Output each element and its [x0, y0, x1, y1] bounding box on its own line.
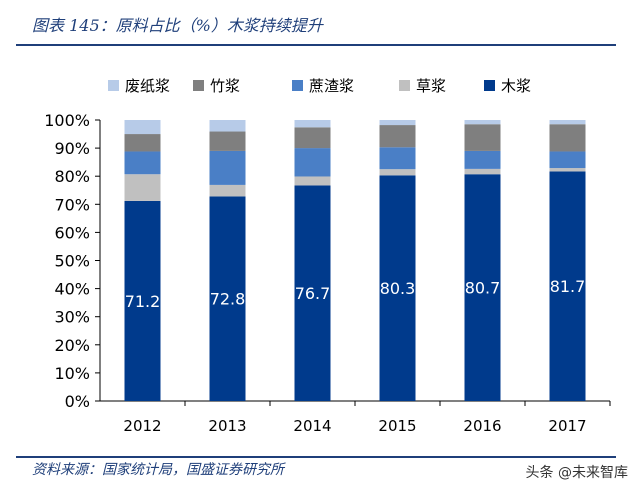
- bar-segment-蔗渣浆: [464, 150, 501, 169]
- y-tick-label: 60%: [54, 223, 90, 242]
- bar-segment-废纸浆: [124, 120, 161, 135]
- bar-segment-蔗渣浆: [549, 151, 586, 169]
- watermark: 头条 @未来智库: [525, 465, 628, 481]
- bar-segment-草浆: [549, 168, 586, 172]
- bar-segment-木浆: [464, 174, 501, 401]
- bar-segment-木浆: [209, 196, 246, 401]
- legend-label: 蔗渣浆: [309, 77, 354, 95]
- y-tick-label: 90%: [54, 139, 90, 158]
- legend-label: 草浆: [416, 77, 446, 95]
- legend-swatch: [292, 80, 303, 91]
- legend-swatch: [399, 80, 410, 91]
- bar-segment-蔗渣浆: [124, 151, 161, 175]
- bar-segment-竹浆: [209, 131, 246, 151]
- legend-label: 废纸浆: [125, 77, 170, 95]
- bar-segment-竹浆: [124, 134, 161, 152]
- bar-segment-废纸浆: [379, 120, 416, 126]
- bar-segment-蔗渣浆: [294, 148, 331, 177]
- bar-segment-竹浆: [549, 124, 586, 152]
- x-tick-label: 2016: [463, 417, 501, 435]
- y-tick-label: 70%: [54, 195, 90, 214]
- bar-segment-木浆: [124, 200, 161, 401]
- data-label: 80.7: [465, 279, 501, 298]
- bar-segment-草浆: [464, 168, 501, 175]
- source-note: 资料来源：国家统计局，国盛证券研究所: [32, 462, 284, 478]
- bar-segment-木浆: [549, 171, 586, 401]
- bar-segment-蔗渣浆: [379, 147, 416, 170]
- bar-segment-竹浆: [379, 125, 416, 148]
- bar-segment-草浆: [379, 169, 416, 176]
- data-label: 76.7: [295, 284, 331, 303]
- bar-segment-木浆: [294, 185, 331, 401]
- legend-swatch: [193, 80, 204, 91]
- legend-swatch: [108, 80, 119, 91]
- bar-segment-草浆: [209, 184, 246, 197]
- x-tick-label: 2017: [548, 417, 586, 435]
- x-tick-label: 2013: [208, 417, 246, 435]
- data-label: 81.7: [550, 277, 586, 296]
- y-tick-label: 30%: [54, 308, 90, 327]
- bar-segment-废纸浆: [464, 120, 501, 125]
- legend-label: 木浆: [501, 77, 531, 95]
- chart-title: 图表 145：原料占比（%）木浆持续提升: [32, 16, 323, 35]
- bar-segment-竹浆: [464, 124, 501, 151]
- bar-segment-竹浆: [294, 127, 331, 149]
- y-tick-label: 40%: [54, 280, 90, 299]
- data-label: 80.3: [380, 279, 416, 298]
- y-tick-label: 50%: [54, 252, 90, 271]
- bar-segment-草浆: [294, 176, 331, 186]
- legend-swatch: [484, 80, 495, 91]
- bar-segment-草浆: [124, 174, 161, 201]
- bar-segment-蔗渣浆: [209, 150, 246, 185]
- y-tick-label: 20%: [54, 336, 90, 355]
- x-tick-label: 2014: [293, 417, 331, 435]
- bar-segment-废纸浆: [549, 120, 586, 125]
- x-tick-label: 2012: [123, 417, 161, 435]
- title-divider: [16, 44, 616, 46]
- legend-label: 竹浆: [210, 77, 240, 95]
- data-label: 71.2: [125, 292, 161, 311]
- y-tick-label: 80%: [54, 167, 90, 186]
- data-label: 72.8: [210, 290, 246, 309]
- bar-segment-木浆: [379, 175, 416, 401]
- y-tick-label: 0%: [65, 392, 90, 411]
- x-tick-label: 2015: [378, 417, 416, 435]
- footer-divider: [16, 456, 616, 458]
- bar-segment-废纸浆: [294, 120, 331, 128]
- y-tick-label: 10%: [54, 364, 90, 383]
- bar-segment-废纸浆: [209, 120, 246, 132]
- y-tick-label: 100%: [44, 111, 90, 130]
